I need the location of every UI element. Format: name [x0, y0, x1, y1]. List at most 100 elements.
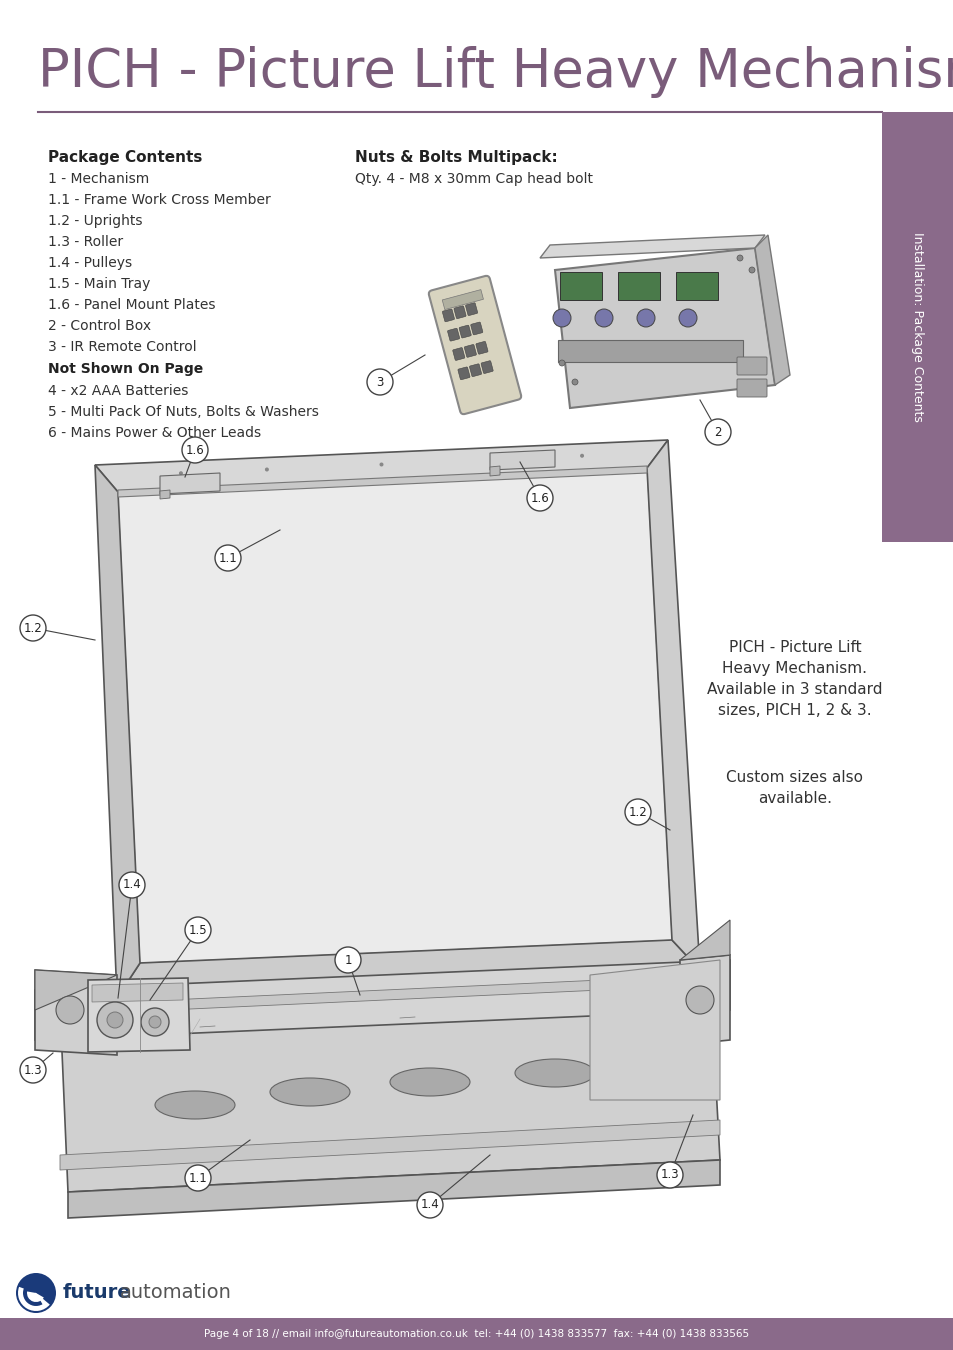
Polygon shape	[68, 1160, 720, 1218]
Circle shape	[579, 454, 583, 458]
Wedge shape	[23, 1285, 43, 1305]
Circle shape	[141, 1008, 169, 1035]
Bar	[442, 290, 483, 309]
FancyBboxPatch shape	[447, 328, 459, 342]
Text: 1.6: 1.6	[530, 491, 549, 505]
Text: 1.1: 1.1	[189, 1172, 207, 1184]
Circle shape	[367, 369, 393, 396]
FancyBboxPatch shape	[464, 344, 476, 358]
FancyBboxPatch shape	[454, 306, 466, 319]
Polygon shape	[555, 248, 774, 408]
Circle shape	[20, 1057, 46, 1083]
Circle shape	[494, 458, 497, 462]
Polygon shape	[88, 977, 190, 1052]
Circle shape	[97, 1002, 132, 1038]
Circle shape	[16, 1273, 56, 1314]
Text: 1.3: 1.3	[24, 1064, 42, 1076]
Polygon shape	[60, 975, 709, 1015]
Wedge shape	[27, 1292, 44, 1301]
Polygon shape	[490, 466, 499, 477]
Polygon shape	[679, 954, 729, 1045]
FancyBboxPatch shape	[453, 347, 464, 360]
Text: 1: 1	[344, 953, 352, 967]
Text: Nuts & Bolts Multipack:: Nuts & Bolts Multipack:	[355, 150, 558, 165]
Polygon shape	[118, 468, 671, 963]
Text: 3: 3	[375, 375, 383, 389]
Circle shape	[685, 986, 713, 1014]
Text: 1.2: 1.2	[628, 806, 647, 818]
Circle shape	[119, 872, 145, 898]
Polygon shape	[35, 960, 729, 1040]
Circle shape	[624, 799, 650, 825]
Ellipse shape	[154, 1091, 234, 1119]
Polygon shape	[589, 960, 720, 1100]
Text: future: future	[63, 1284, 132, 1303]
Ellipse shape	[390, 1068, 470, 1096]
FancyBboxPatch shape	[470, 323, 482, 335]
Text: Custom sizes also
available.: Custom sizes also available.	[726, 769, 862, 806]
Text: 1.2: 1.2	[24, 621, 42, 634]
FancyBboxPatch shape	[618, 271, 659, 300]
Circle shape	[553, 309, 571, 327]
Circle shape	[335, 946, 360, 973]
Circle shape	[179, 471, 183, 475]
Circle shape	[637, 309, 655, 327]
Polygon shape	[95, 440, 667, 491]
Polygon shape	[490, 450, 555, 470]
Text: 1.2 - Uprights: 1.2 - Uprights	[48, 215, 142, 228]
FancyBboxPatch shape	[676, 271, 718, 300]
Circle shape	[704, 418, 730, 446]
Circle shape	[595, 309, 613, 327]
Polygon shape	[539, 235, 764, 258]
Polygon shape	[117, 940, 700, 998]
Polygon shape	[60, 975, 720, 1192]
Circle shape	[379, 463, 383, 467]
FancyBboxPatch shape	[469, 363, 481, 377]
Circle shape	[657, 1162, 682, 1188]
Text: 4 - x2 AAA Batteries: 4 - x2 AAA Batteries	[48, 383, 188, 398]
Circle shape	[737, 255, 742, 261]
Circle shape	[526, 485, 553, 512]
Ellipse shape	[270, 1079, 350, 1106]
Bar	[882, 112, 953, 541]
Text: 1.5 - Main Tray: 1.5 - Main Tray	[48, 277, 151, 292]
FancyBboxPatch shape	[737, 379, 766, 397]
Text: 6 - Mains Power & Other Leads: 6 - Mains Power & Other Leads	[48, 427, 261, 440]
Text: 1 - Mechanism: 1 - Mechanism	[48, 171, 149, 186]
Text: PICH - Picture Lift Heavy Mechanism: PICH - Picture Lift Heavy Mechanism	[38, 46, 953, 99]
FancyBboxPatch shape	[458, 325, 471, 338]
Circle shape	[572, 379, 578, 385]
Circle shape	[149, 1017, 161, 1027]
Polygon shape	[35, 971, 117, 1010]
Polygon shape	[118, 466, 646, 497]
Text: 5 - Multi Pack Of Nuts, Bolts & Washers: 5 - Multi Pack Of Nuts, Bolts & Washers	[48, 405, 318, 418]
FancyBboxPatch shape	[442, 309, 454, 321]
Text: Not Shown On Page: Not Shown On Page	[48, 362, 203, 377]
Text: 1.3 - Roller: 1.3 - Roller	[48, 235, 123, 248]
Polygon shape	[91, 983, 183, 1002]
FancyBboxPatch shape	[559, 271, 601, 300]
Text: 1.4: 1.4	[123, 879, 141, 891]
Polygon shape	[95, 464, 140, 998]
Polygon shape	[646, 440, 700, 971]
Text: Qty. 4 - M8 x 30mm Cap head bolt: Qty. 4 - M8 x 30mm Cap head bolt	[355, 171, 593, 186]
Polygon shape	[160, 472, 220, 494]
Text: 1.1 - Frame Work Cross Member: 1.1 - Frame Work Cross Member	[48, 193, 271, 207]
Text: 3 - IR Remote Control: 3 - IR Remote Control	[48, 340, 196, 354]
Ellipse shape	[515, 1058, 595, 1087]
FancyBboxPatch shape	[476, 342, 488, 354]
Circle shape	[558, 360, 564, 366]
Polygon shape	[754, 235, 789, 385]
Text: 1.4 - Pulleys: 1.4 - Pulleys	[48, 256, 132, 270]
Circle shape	[185, 1165, 211, 1191]
Circle shape	[20, 616, 46, 641]
FancyBboxPatch shape	[457, 367, 470, 379]
Text: Package Contents: Package Contents	[48, 150, 202, 165]
FancyBboxPatch shape	[480, 360, 493, 374]
FancyBboxPatch shape	[465, 302, 477, 316]
Text: 1.6 - Panel Mount Plates: 1.6 - Panel Mount Plates	[48, 298, 215, 312]
Circle shape	[56, 996, 84, 1025]
Text: 1.1: 1.1	[218, 552, 237, 564]
Text: automation: automation	[120, 1284, 232, 1303]
Text: 1.5: 1.5	[189, 923, 207, 937]
